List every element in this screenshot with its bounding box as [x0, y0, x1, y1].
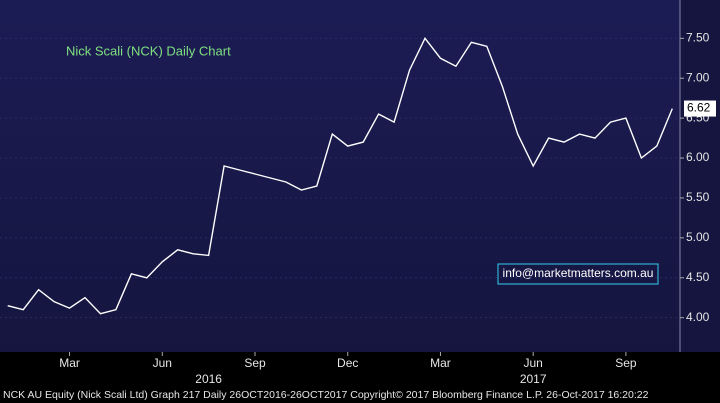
chart-title: Nick Scali (NCK) Daily Chart — [66, 43, 231, 58]
x-tick-label: Mar — [59, 356, 80, 370]
y-axis-area — [680, 0, 720, 352]
plot-area — [0, 0, 680, 352]
last-price-label: 6.62 — [687, 101, 711, 115]
price-line — [7, 36, 673, 315]
x-tick-label: Jun — [153, 356, 172, 370]
last-price-box — [684, 100, 716, 117]
x-tick-label: Sep — [244, 356, 266, 370]
x-tick-label: Sep — [615, 356, 637, 370]
y-tick-label: 5.50 — [686, 190, 710, 204]
x-tick-label: Dec — [337, 356, 358, 370]
y-tick-label: 6.00 — [686, 150, 710, 164]
annotation: info@marketmatters.com.au — [503, 266, 654, 280]
y-tick-label: 5.00 — [686, 230, 710, 244]
x-tick-label: Jun — [524, 356, 543, 370]
year-label: 2016 — [195, 372, 222, 386]
year-label: 2017 — [520, 372, 547, 386]
y-tick-label: 4.00 — [686, 310, 710, 324]
footer: NCK AU Equity (Nick Scali Ltd) Graph 217… — [3, 389, 649, 401]
annotation-box — [497, 263, 659, 285]
y-tick-label: 4.50 — [686, 270, 710, 284]
y-tick-label: 7.50 — [686, 30, 710, 44]
y-tick-label: 7.00 — [686, 70, 710, 84]
x-tick-label: Mar — [430, 356, 451, 370]
